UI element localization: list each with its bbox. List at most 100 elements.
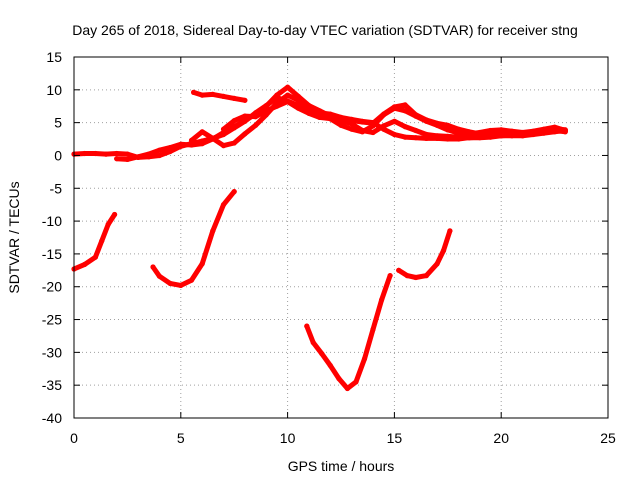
data-point (477, 131, 483, 137)
y-axis-label: SDTVAR / TECUs (6, 181, 22, 293)
x-tick-label: 5 (177, 430, 185, 446)
data-point (404, 273, 410, 279)
data-point (199, 141, 205, 147)
data-point (447, 228, 453, 234)
data-point (253, 122, 259, 128)
data-point (285, 92, 291, 98)
plot-frame (73, 56, 609, 419)
data-point (338, 117, 344, 123)
data-point (434, 120, 440, 126)
data-point (344, 385, 350, 392)
data-point (413, 127, 419, 134)
data-point (242, 131, 248, 137)
data-point (199, 129, 205, 135)
y-tick-label: -30 (42, 344, 62, 360)
data-point (402, 124, 408, 130)
y-tick-labels: 15 10 5 0 -5 -10 -15 -20 -25 -30 -35 -40 (42, 49, 62, 426)
data-point (455, 134, 462, 140)
data-point (359, 119, 365, 125)
data-point (391, 104, 397, 110)
data-point (317, 114, 323, 120)
data-point (387, 273, 393, 279)
data-point (413, 274, 419, 281)
data-point (114, 150, 120, 157)
data-point (135, 154, 141, 160)
data-point (379, 297, 385, 303)
data-point (530, 129, 536, 136)
x-axis-label: GPS time / hours (288, 458, 395, 474)
data-point (156, 273, 162, 279)
data-point (391, 131, 397, 138)
data-point (124, 156, 130, 162)
data-point (338, 122, 344, 128)
y-tick-label: -10 (42, 213, 62, 229)
data-point (361, 356, 368, 362)
data-point (455, 126, 462, 132)
data-point (295, 97, 301, 103)
series-line-track-h (304, 273, 393, 391)
data-point (552, 125, 558, 132)
data-point (423, 273, 429, 279)
data-point (199, 92, 205, 98)
data-point (327, 116, 333, 122)
data-point (188, 277, 195, 283)
data-point (445, 127, 451, 133)
data-point (242, 113, 248, 119)
y-tick-label: -35 (42, 377, 62, 393)
data-point (167, 145, 173, 151)
data-point (466, 135, 472, 141)
data-point (285, 99, 291, 105)
data-point (466, 129, 472, 135)
data-point (440, 248, 447, 254)
data-point (520, 131, 526, 138)
data-point (220, 143, 227, 149)
data-point (434, 261, 440, 267)
data-point (349, 126, 355, 132)
y-tick-label: 0 (54, 147, 62, 163)
data-point (146, 151, 152, 157)
data-point (306, 110, 312, 116)
data-point (310, 339, 316, 346)
data-point (381, 123, 387, 129)
x-tick-label: 10 (280, 430, 296, 446)
data-point (231, 124, 237, 130)
data-point (103, 151, 109, 157)
data-point (370, 326, 376, 332)
data-point (381, 111, 387, 117)
data-point (82, 150, 88, 157)
data-point (319, 351, 325, 357)
data-point (156, 147, 162, 153)
data-point (191, 89, 197, 95)
data-point (188, 137, 195, 143)
y-tick-label: -15 (42, 246, 62, 262)
data-point (349, 118, 355, 124)
data-point (220, 93, 227, 99)
x-tick-labels: 0 5 10 15 20 25 (70, 430, 616, 446)
data-point (359, 129, 365, 135)
y-tick-label: -5 (50, 180, 63, 196)
data-point (423, 131, 429, 138)
y-tick-label: -25 (42, 312, 62, 328)
x-tick-label: 0 (70, 430, 78, 446)
data-point (541, 127, 547, 134)
data-point (509, 131, 515, 138)
data-point (92, 254, 98, 260)
data-point (413, 135, 419, 141)
data-point (402, 102, 408, 108)
series-line-track-a (71, 95, 568, 160)
data-point (295, 105, 301, 111)
data-point (487, 131, 494, 137)
data-point (199, 261, 205, 267)
data-point (112, 211, 118, 218)
data-point (178, 141, 184, 147)
data-point (242, 97, 248, 103)
data-point (263, 103, 269, 109)
y-tick-label: -40 (42, 410, 62, 426)
data-point (423, 117, 429, 123)
data-point (231, 118, 237, 124)
data-point (317, 110, 323, 116)
data-point (210, 228, 216, 234)
data-point (210, 135, 216, 141)
data-point (263, 108, 269, 114)
chart-title: Day 265 of 2018, Sidereal Day-to-day VTE… (72, 22, 578, 38)
